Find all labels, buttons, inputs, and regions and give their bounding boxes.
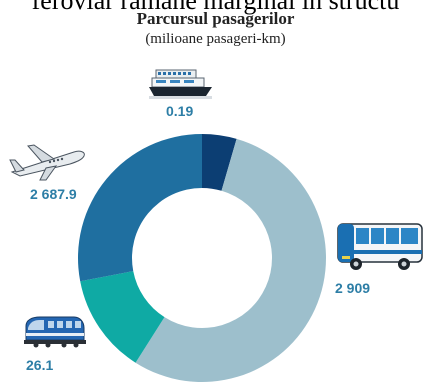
- cropped-heading-text: feroviar rămâne marginal în structu: [31, 0, 400, 15]
- airplane-icon: [9, 144, 85, 181]
- donut-slice-auto: [135, 138, 326, 382]
- train-icon: [24, 316, 86, 348]
- donut-slice-feroviar: [80, 271, 165, 363]
- bus-icon: [337, 223, 423, 270]
- value-label-bus: 2 909: [335, 280, 371, 296]
- value-label-ship: 0.19: [166, 103, 194, 119]
- value-label-airplane: 2 687.9: [30, 186, 77, 202]
- value-label-train: 26.1: [26, 357, 54, 373]
- chart-subtitle: (milioane pasageri-km): [145, 31, 286, 47]
- chart-title: Parcursul pasagerilor: [136, 9, 295, 28]
- donut-slice-aerian: [77, 134, 202, 282]
- donut-slice-maritim: [202, 134, 237, 191]
- ship-icon: [149, 69, 212, 99]
